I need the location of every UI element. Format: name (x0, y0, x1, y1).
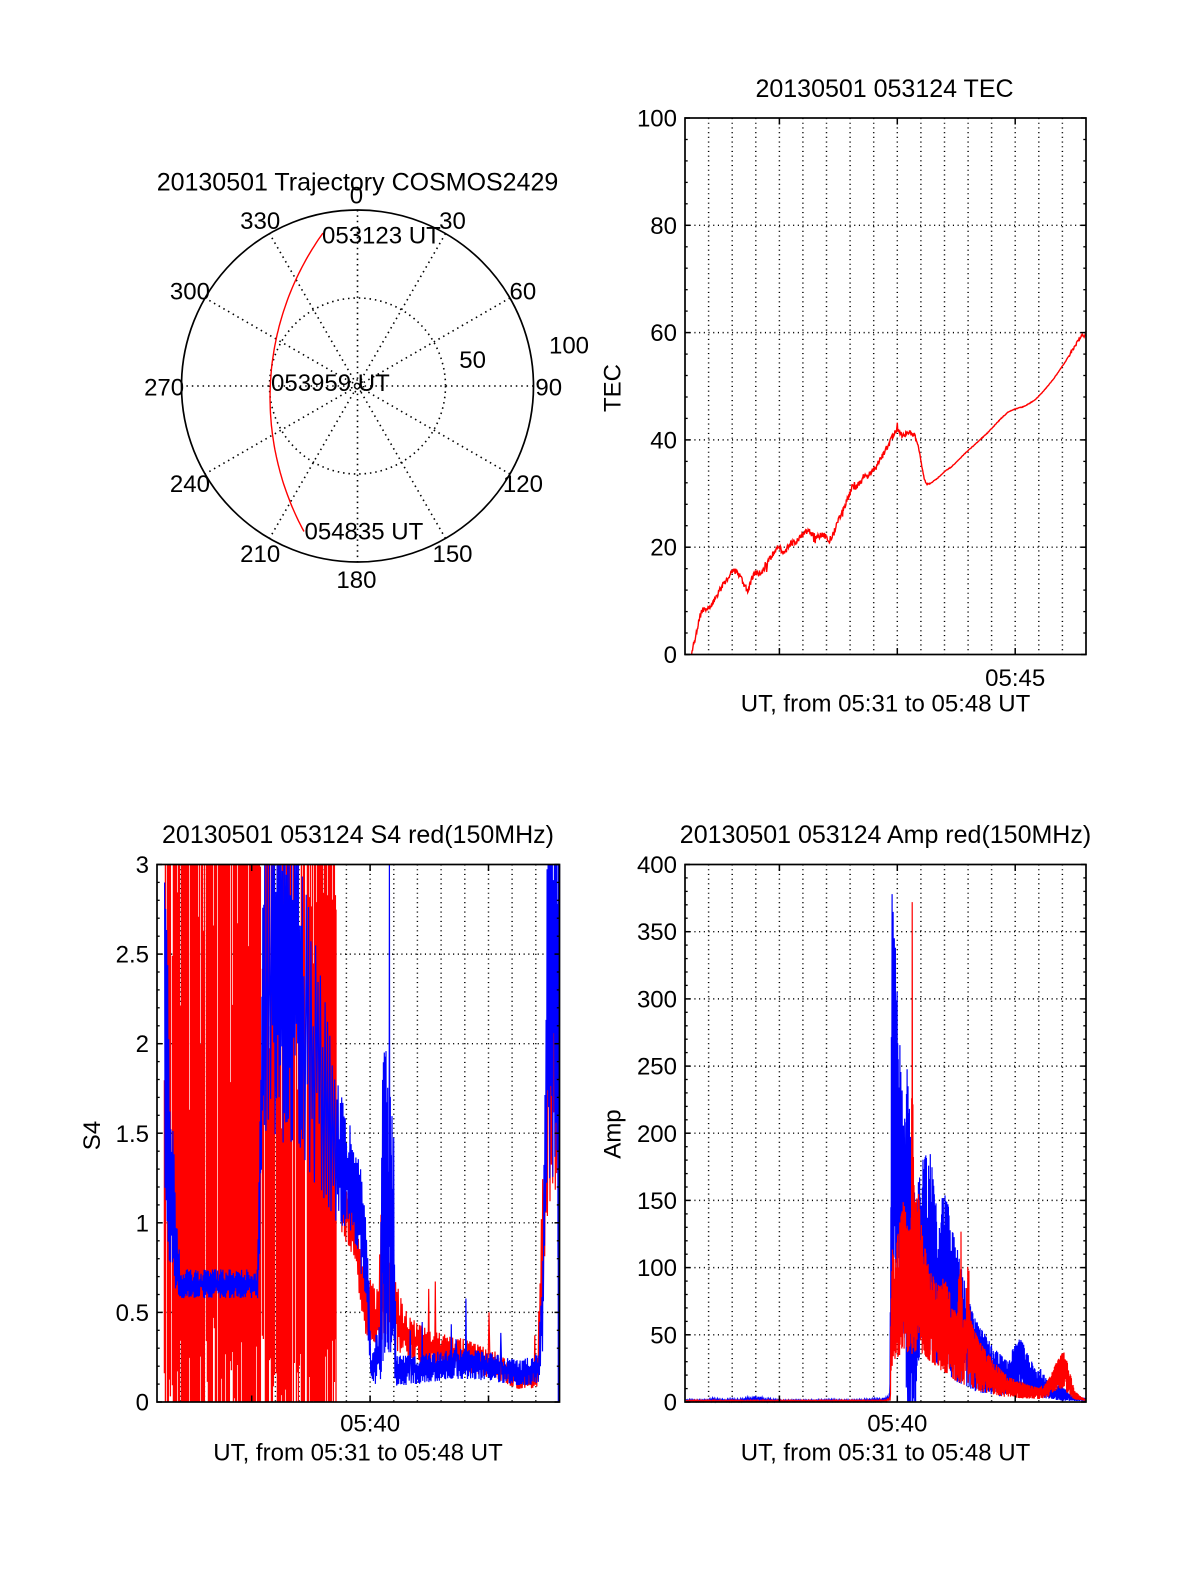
svg-text:0.5: 0.5 (116, 1300, 149, 1327)
svg-text:2: 2 (136, 1031, 149, 1058)
svg-text:180: 180 (336, 567, 376, 594)
svg-text:330: 330 (240, 208, 280, 235)
svg-text:UT, from 05:31 to 05:48 UT: UT, from 05:31 to 05:48 UT (213, 1440, 503, 1467)
svg-text:100: 100 (549, 333, 589, 360)
svg-text:20130501 053124 S4 red(150MHz): 20130501 053124 S4 red(150MHz) (162, 821, 554, 849)
svg-text:100: 100 (637, 1255, 677, 1282)
svg-text:20130501 Trajectory COSMOS2429: 20130501 Trajectory COSMOS2429 (157, 169, 559, 197)
svg-text:90: 90 (535, 375, 562, 402)
svg-text:1.5: 1.5 (116, 1121, 149, 1148)
svg-text:1: 1 (136, 1210, 149, 1237)
svg-text:50: 50 (459, 347, 486, 374)
svg-text:05:40: 05:40 (867, 1411, 927, 1438)
svg-text:200: 200 (637, 1121, 677, 1148)
svg-text:30: 30 (439, 208, 466, 235)
svg-text:210: 210 (240, 541, 280, 568)
svg-text:350: 350 (637, 919, 677, 946)
svg-text:50: 50 (650, 1322, 677, 1349)
svg-text:UT, from 05:31 to 05:48 UT: UT, from 05:31 to 05:48 UT (741, 1440, 1031, 1467)
svg-text:300: 300 (170, 279, 210, 306)
svg-text:120: 120 (503, 471, 543, 498)
svg-text:20130501 053124 Amp red(150MHz: 20130501 053124 Amp red(150MHz) (680, 821, 1091, 849)
svg-text:150: 150 (637, 1188, 677, 1215)
svg-text:UT, from 05:31 to 05:48 UT: UT, from 05:31 to 05:48 UT (741, 691, 1031, 718)
svg-text:100: 100 (637, 106, 677, 133)
svg-text:20130501 053124 TEC: 20130501 053124 TEC (755, 75, 1013, 103)
svg-text:0: 0 (664, 642, 677, 669)
svg-text:40: 40 (650, 427, 677, 454)
svg-text:80: 80 (650, 213, 677, 240)
svg-text:053959 UT: 053959 UT (271, 370, 390, 397)
svg-text:3: 3 (136, 852, 149, 879)
svg-text:S4: S4 (79, 1121, 106, 1150)
svg-text:400: 400 (637, 852, 677, 879)
svg-text:250: 250 (637, 1054, 677, 1081)
svg-text:0: 0 (664, 1390, 677, 1417)
svg-text:20: 20 (650, 535, 677, 562)
svg-text:05:40: 05:40 (340, 1411, 400, 1438)
svg-text:300: 300 (637, 986, 677, 1013)
svg-text:0: 0 (350, 182, 363, 209)
svg-text:270: 270 (144, 375, 184, 402)
svg-text:60: 60 (650, 320, 677, 347)
svg-text:054835 UT: 054835 UT (305, 519, 424, 546)
svg-text:240: 240 (170, 471, 210, 498)
svg-text:150: 150 (432, 541, 472, 568)
svg-text:05:45: 05:45 (985, 665, 1045, 692)
svg-text:0: 0 (136, 1390, 149, 1417)
svg-text:60: 60 (510, 279, 537, 306)
svg-text:2.5: 2.5 (116, 942, 149, 969)
svg-text:Amp: Amp (600, 1109, 627, 1158)
svg-text:TEC: TEC (600, 364, 627, 412)
svg-text:053123 UT: 053123 UT (322, 223, 441, 250)
